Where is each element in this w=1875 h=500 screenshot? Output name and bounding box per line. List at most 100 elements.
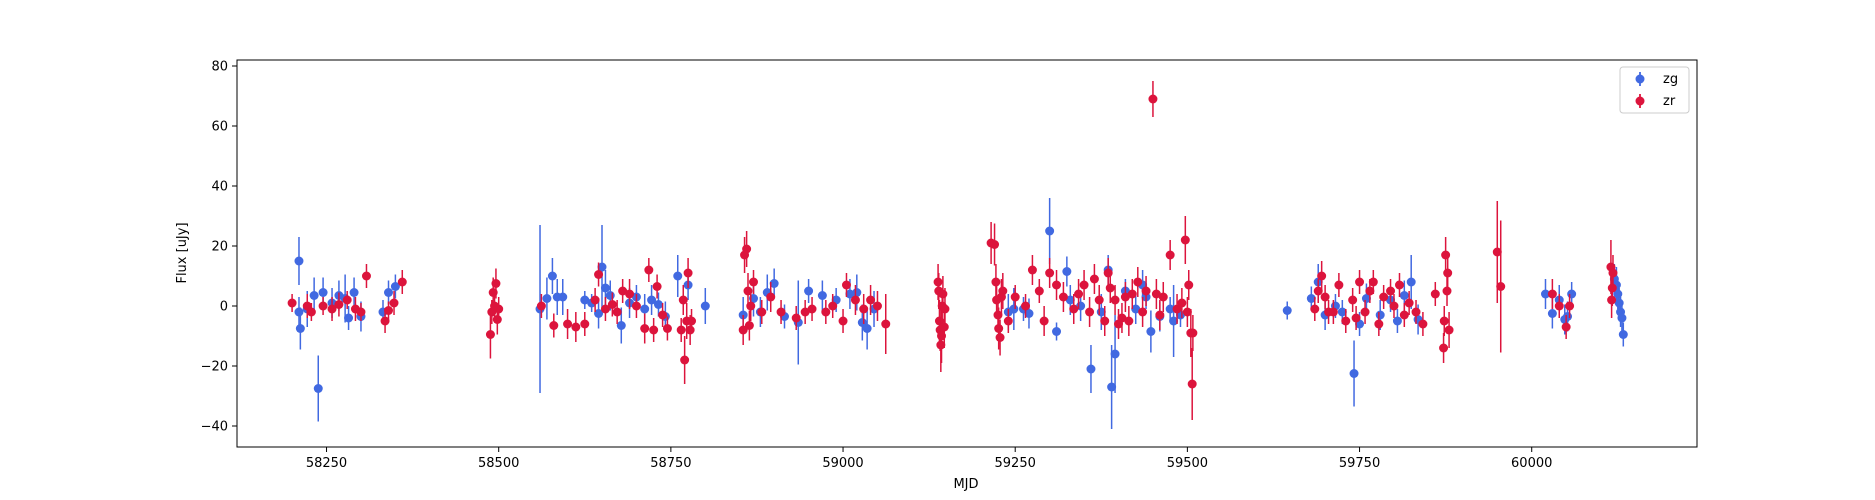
point-zr: [1439, 343, 1449, 353]
y-axis-label: Flux [uJy]: [175, 222, 190, 283]
point-zr: [1058, 292, 1068, 302]
point-zr: [821, 307, 831, 317]
point-zg: [647, 295, 657, 305]
point-zg: [1282, 306, 1292, 315]
point-zg: [804, 286, 814, 296]
point-zr: [618, 286, 628, 296]
point-zr: [1105, 283, 1115, 293]
point-zg: [295, 324, 305, 333]
point-zr: [1110, 295, 1120, 305]
point-zr: [1124, 316, 1134, 326]
point-zr: [676, 325, 686, 335]
point-zr: [631, 301, 641, 311]
point-zr: [600, 304, 610, 314]
point-zr: [536, 301, 546, 311]
point-zg: [862, 324, 872, 333]
point-zg: [542, 294, 552, 303]
point-zr: [1120, 292, 1130, 302]
point-zr: [1021, 301, 1031, 311]
point-zr: [1443, 268, 1453, 278]
point-zg: [1375, 310, 1385, 320]
legend-zg-marker: [1635, 74, 1645, 84]
point-zr: [607, 300, 617, 309]
point-zr: [687, 316, 697, 326]
x-axis: 58250 58500 58750 59000 59250 59500 59750 60000: [306, 447, 1552, 471]
point-zg: [309, 291, 319, 300]
point-zr: [1441, 250, 1451, 260]
point-zr: [1348, 295, 1358, 305]
point-zg: [344, 313, 354, 323]
point-zr: [644, 265, 654, 275]
point-zg: [845, 289, 855, 299]
plot-marks: [287, 81, 1628, 429]
point-zr: [998, 286, 1008, 296]
point-zr: [1133, 277, 1143, 287]
point-zr: [1379, 292, 1389, 302]
point-zg: [313, 384, 323, 393]
point-zg: [1618, 330, 1628, 339]
point-zr: [1138, 307, 1148, 317]
y-tick-label: 60: [211, 120, 228, 135]
point-zr: [318, 301, 328, 311]
point-zr: [356, 307, 366, 317]
point-zr: [1165, 250, 1175, 260]
point-zr: [1177, 298, 1187, 308]
point-zr: [389, 298, 399, 308]
point-zr: [1089, 274, 1099, 284]
point-zr: [1100, 316, 1110, 326]
series-zr: [287, 81, 1618, 420]
point-zr: [807, 304, 817, 314]
x-tick-label: 59250: [995, 456, 1036, 471]
point-zg: [547, 271, 557, 281]
point-zr: [1341, 316, 1351, 326]
point-zr: [1079, 280, 1089, 290]
point-zr: [640, 324, 650, 333]
point-zg: [1110, 349, 1120, 359]
legend-zr-label: zr: [1663, 94, 1676, 109]
point-zr: [749, 277, 759, 287]
point-zr: [1069, 304, 1079, 314]
x-tick-label: 58500: [478, 456, 519, 471]
point-zg: [1045, 226, 1055, 236]
point-zr: [662, 324, 672, 333]
point-zr: [1094, 295, 1104, 305]
point-zg: [1406, 277, 1416, 287]
point-zg: [1062, 267, 1072, 276]
point-zg: [700, 301, 710, 311]
point-zr: [1439, 316, 1449, 326]
point-zr: [494, 304, 504, 314]
point-zg: [605, 291, 615, 300]
point-zg: [817, 291, 827, 300]
point-zr: [776, 307, 786, 317]
point-zr: [766, 292, 776, 302]
point-zr: [744, 321, 754, 330]
point-zr: [1045, 268, 1055, 278]
point-zr: [850, 295, 860, 305]
point-zg: [857, 318, 867, 327]
legend-box: [1619, 66, 1690, 114]
point-zr: [1547, 289, 1557, 299]
y-tick-label: 40: [211, 180, 228, 195]
legend-zr-marker: [1635, 96, 1645, 106]
point-zr: [1039, 316, 1049, 326]
point-zr: [1010, 292, 1020, 302]
point-zr: [384, 306, 394, 315]
point-zg: [558, 292, 568, 302]
x-tick-label: 58750: [650, 456, 691, 471]
legend: zg zr: [1619, 66, 1690, 114]
point-zr: [1328, 307, 1338, 317]
point-zr: [549, 321, 559, 330]
point-zr: [1360, 307, 1370, 317]
point-zg: [640, 304, 650, 314]
point-zg: [318, 288, 328, 297]
y-axis: −40 −20 0 20 40 60 80: [201, 60, 237, 435]
point-zr: [1389, 301, 1399, 311]
y-tick-label: −20: [201, 360, 228, 375]
x-tick-label: 58250: [306, 456, 347, 471]
point-zr: [1399, 310, 1409, 320]
point-zr: [1148, 94, 1158, 104]
legend-zg-label: zg: [1663, 72, 1678, 87]
x-tick-label: 59750: [1339, 456, 1380, 471]
point-zr: [563, 319, 573, 329]
point-zr: [625, 289, 635, 299]
